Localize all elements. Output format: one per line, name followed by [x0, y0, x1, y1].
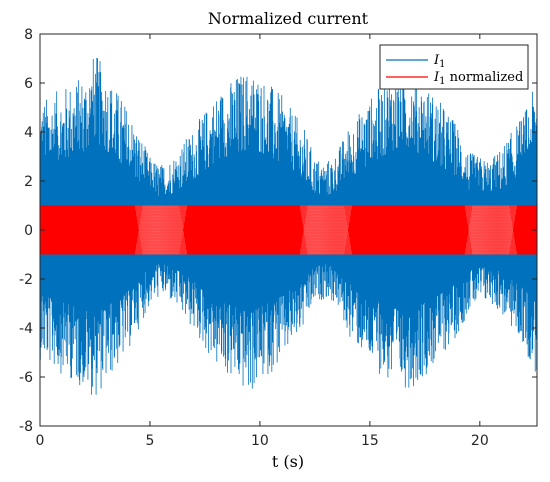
- y-tick-label: 0: [24, 223, 33, 239]
- y-tick-label: 6: [24, 76, 33, 92]
- legend-entry-i1: I1: [386, 53, 446, 70]
- y-tick-label: 2: [24, 174, 33, 190]
- x-tick-label: 0: [36, 433, 45, 449]
- series-i1-normalized-band: [40, 205, 537, 255]
- legend-label-i1-normalized: I1 normalized: [433, 70, 523, 87]
- y-tick-label: -2: [19, 272, 33, 288]
- series-i1-normalized: [40, 205, 537, 255]
- y-tick-label: -6: [19, 370, 33, 386]
- x-tick-label: 10: [251, 433, 269, 449]
- legend-box: [379, 44, 529, 90]
- legend-entry-i1-normalized: I1 normalized: [386, 70, 523, 87]
- tick-labels-layer: 0 5 10 15 20 -8 -6 -4 -2 0 2 4 6 8: [19, 27, 489, 449]
- legend: I1 I1 normalized: [379, 44, 529, 90]
- y-tick-label: 4: [24, 125, 33, 141]
- ticks-layer: [39, 33, 537, 427]
- y-tick-label: -4: [19, 321, 33, 337]
- chart-title: Normalized current: [208, 9, 369, 28]
- x-tick-label: 5: [145, 433, 154, 449]
- legend-label-i1: I1: [433, 53, 446, 70]
- series-i1-normalized-texture: [134, 205, 517, 255]
- y-tick-label: -8: [19, 419, 33, 435]
- x-tick-label: 20: [471, 433, 489, 449]
- y-tick-label: 8: [24, 27, 33, 43]
- x-tick-label: 15: [361, 433, 379, 449]
- data-layer: [40, 57, 537, 395]
- x-axis-label: t (s): [272, 452, 304, 471]
